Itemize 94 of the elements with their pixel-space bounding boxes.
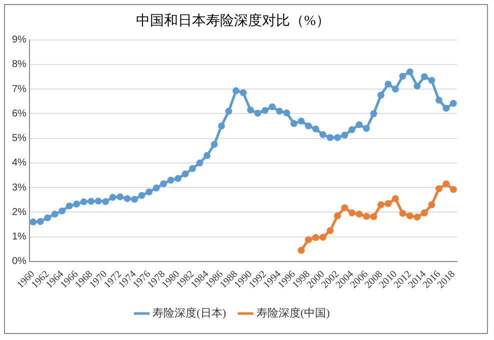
point	[152, 184, 160, 192]
point	[66, 202, 73, 210]
point	[254, 110, 262, 117]
point	[283, 109, 290, 116]
point	[362, 212, 370, 220]
point	[124, 195, 131, 202]
point	[88, 198, 94, 205]
point	[399, 210, 406, 217]
point	[356, 210, 363, 218]
point	[240, 89, 247, 96]
point	[131, 196, 138, 203]
y-tick-label: 8%	[12, 59, 27, 70]
point	[442, 180, 450, 188]
point	[414, 214, 421, 221]
point	[204, 152, 210, 159]
point	[182, 170, 189, 178]
point	[109, 194, 116, 201]
point	[146, 188, 152, 196]
point	[334, 212, 341, 220]
point	[319, 234, 326, 241]
chart-title: 中国和日本寿险深度对比（%）	[136, 13, 330, 30]
point	[276, 108, 283, 115]
point	[428, 201, 436, 208]
y-tick-label: 5%	[12, 133, 27, 144]
y-tick-label: 7%	[12, 84, 27, 95]
point	[334, 134, 341, 141]
point	[73, 200, 80, 208]
y-tick-label: 2%	[12, 206, 27, 218]
y-tick-label: 0%	[12, 256, 27, 268]
point	[80, 198, 88, 206]
point	[326, 134, 334, 141]
point	[384, 80, 392, 88]
point	[51, 210, 58, 218]
legend-label: 寿险深度(中国)	[256, 306, 330, 320]
point	[304, 236, 312, 244]
y-tick-label: 1%	[12, 232, 27, 243]
point	[210, 140, 218, 148]
y-tick-label: 6%	[12, 108, 27, 120]
point	[341, 204, 348, 212]
point	[450, 100, 457, 107]
point	[160, 180, 167, 188]
point	[268, 103, 276, 110]
point	[399, 72, 406, 80]
y-tick-label: 3%	[12, 182, 27, 194]
point	[167, 176, 174, 184]
y-tick-label: 9%	[12, 34, 27, 46]
point	[218, 122, 225, 130]
point	[232, 87, 240, 94]
point	[138, 192, 146, 199]
point	[341, 132, 348, 139]
point	[174, 174, 182, 182]
point	[450, 186, 457, 193]
legend-label: 寿险深度(日本)	[152, 306, 226, 320]
point	[420, 209, 428, 216]
point	[435, 185, 442, 192]
point	[406, 68, 414, 76]
point	[420, 73, 428, 80]
point	[392, 195, 399, 202]
point	[370, 110, 378, 118]
y-tick-label: 4%	[12, 158, 27, 169]
point	[348, 209, 356, 216]
point	[304, 122, 312, 130]
point	[196, 159, 204, 166]
point	[414, 82, 421, 90]
point	[442, 104, 450, 112]
point	[435, 96, 442, 104]
point	[377, 201, 384, 208]
point	[225, 108, 232, 115]
point	[290, 120, 298, 127]
point	[94, 198, 102, 205]
point	[406, 212, 414, 220]
point	[36, 218, 44, 225]
point	[377, 92, 384, 99]
point	[298, 118, 305, 124]
point	[247, 106, 254, 114]
point	[348, 126, 356, 134]
point	[392, 86, 399, 92]
point	[58, 207, 66, 214]
point	[370, 213, 378, 220]
point	[102, 198, 109, 205]
point	[312, 125, 320, 132]
point	[312, 234, 320, 241]
point	[116, 193, 124, 200]
point	[30, 218, 37, 226]
point	[356, 121, 363, 128]
point	[319, 131, 326, 138]
point	[262, 107, 268, 114]
point	[384, 200, 392, 207]
point	[298, 246, 305, 254]
point	[189, 165, 196, 172]
point	[362, 124, 370, 132]
point	[44, 214, 52, 222]
point	[428, 76, 436, 84]
point	[326, 227, 334, 234]
